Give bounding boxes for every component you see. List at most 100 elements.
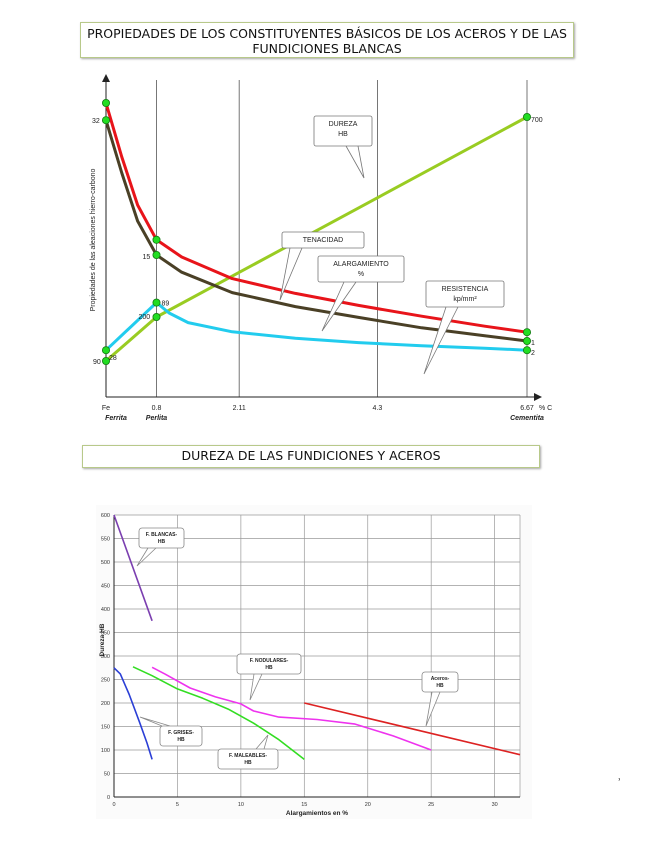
marker-dureza-0 bbox=[102, 356, 111, 365]
marker-resistencia-0 bbox=[102, 346, 111, 355]
y-tick-label-400: 400 bbox=[101, 607, 110, 613]
x-axis-unit: % C bbox=[539, 405, 552, 412]
marker-dureza-2 bbox=[523, 113, 532, 122]
callout-text-f-nodulares-hb-1: HB bbox=[265, 665, 273, 671]
callout-pointer-dureza bbox=[345, 145, 365, 179]
callout-box-f-nodulares-hb bbox=[236, 653, 302, 675]
y-tick-label-100: 100 bbox=[101, 748, 110, 754]
marker-alargamiento-2 bbox=[523, 336, 532, 345]
callout-text-resistencia-0: RESISTENCIA bbox=[442, 286, 489, 293]
x-tick-label2-0: 0 bbox=[112, 802, 115, 808]
callout-text-f-maleables-hb-1: HB bbox=[244, 760, 252, 766]
marker-tenacidad-0 bbox=[102, 99, 111, 108]
callout-text-dureza-1: HB bbox=[338, 131, 348, 138]
x-tick-label2-10: 10 bbox=[238, 802, 244, 808]
callout-pointer-alargamiento bbox=[321, 281, 357, 332]
marker-alargamiento-0 bbox=[102, 116, 111, 125]
x-axis-label-2: Alargamientos en % bbox=[286, 810, 348, 817]
callout-pointer-tenacidad bbox=[279, 247, 303, 301]
x-tick-label2-20: 20 bbox=[365, 802, 371, 808]
callout-text-tenacidad-0: TENACIDAD bbox=[303, 237, 343, 244]
point-label-resistencia-28: 28 bbox=[109, 355, 117, 362]
x-tick-label-0.8: 0.8 bbox=[152, 405, 162, 412]
callout-box-tenacidad bbox=[281, 231, 365, 249]
callout-box-alargamiento bbox=[317, 255, 405, 283]
chart-title-hardness: DUREZA DE LAS FUNDICIONES Y ACEROS bbox=[82, 445, 540, 468]
marker-resistencia-2 bbox=[523, 346, 532, 355]
point-label-dureza-90: 90 bbox=[93, 359, 101, 366]
callout-pointer-f-nodulares-hb bbox=[249, 673, 263, 701]
x-tick-label-Fe: Fe bbox=[102, 405, 110, 412]
callout-text-aceros-hb-0: Aceros- bbox=[431, 676, 450, 682]
callout-text-f-blancas-hb-0: F. BLANCAS- bbox=[146, 532, 178, 538]
y-tick-label-350: 350 bbox=[101, 631, 110, 637]
callout-text-f-grises-hb-1: HB bbox=[177, 737, 185, 743]
callout-text-dureza-0: DUREZA bbox=[329, 121, 358, 128]
series-line-f-maleables-hb bbox=[132, 666, 305, 761]
x-tick-label-6.67: 6.67 bbox=[520, 405, 534, 412]
callout-box-aceros-hb bbox=[421, 671, 459, 693]
x-tick-label2-5: 5 bbox=[176, 802, 179, 808]
series-line-f-blancas-hb bbox=[113, 514, 153, 622]
stray-mark: ˒ bbox=[617, 768, 622, 784]
marker-resistencia-1 bbox=[152, 298, 161, 307]
y-tick-label-250: 250 bbox=[101, 678, 110, 684]
chart-title-properties: PROPIEDADES DE LOS CONSTITUYENTES BÁSICO… bbox=[80, 22, 574, 58]
callout-pointer-f-blancas-hb bbox=[136, 547, 157, 567]
series-line-f-grises-hb bbox=[113, 667, 153, 760]
series-line-resistencia bbox=[104, 301, 528, 352]
callout-box-dureza bbox=[313, 115, 373, 147]
callout-text-alargamiento-1: % bbox=[358, 271, 364, 278]
point-label-dureza-700: 700 bbox=[531, 117, 543, 124]
y-axis-label-2: Dureza HB bbox=[99, 623, 106, 656]
phase-label-cementita: Cementita bbox=[510, 415, 544, 422]
callout-text-aceros-hb-1: HB bbox=[436, 683, 444, 689]
y-tick-label-150: 150 bbox=[101, 725, 110, 731]
callout-pointer-aceros-hb bbox=[425, 691, 441, 727]
y-tick-label-550: 550 bbox=[101, 537, 110, 543]
y-tick-label-600: 600 bbox=[101, 513, 110, 519]
x-tick-label-4.3: 4.3 bbox=[373, 405, 383, 412]
phase-label-perlita: Perlita bbox=[146, 415, 168, 422]
point-label-resistencia-2: 2 bbox=[531, 350, 535, 357]
marker-tenacidad-2 bbox=[523, 328, 532, 337]
x-tick-label-2.11: 2.11 bbox=[233, 405, 246, 412]
y-axis-label: Propiedades de las aleaciones hierro-car… bbox=[90, 168, 97, 311]
y-tick-label-50: 50 bbox=[104, 772, 110, 778]
callout-text-f-maleables-hb-0: F. MALEABLES- bbox=[229, 753, 267, 759]
callout-box-f-blancas-hb bbox=[138, 527, 185, 549]
marker-alargamiento-1 bbox=[152, 250, 161, 259]
x-tick-label2-30: 30 bbox=[492, 802, 498, 808]
point-label-alargamiento-15: 15 bbox=[142, 254, 150, 261]
y-tick-label-200: 200 bbox=[101, 701, 110, 707]
callout-box-resistencia bbox=[425, 280, 505, 308]
callout-text-f-grises-hb-0: F. GRISES- bbox=[168, 730, 194, 736]
point-label-dureza-200: 200 bbox=[138, 314, 150, 321]
series-line-f-nodulares-hb bbox=[151, 666, 432, 751]
marker-dureza-1 bbox=[152, 312, 161, 321]
callout-pointer-f-grises-hb bbox=[139, 716, 171, 727]
y-tick-label-0: 0 bbox=[107, 795, 110, 801]
callout-text-alargamiento-0: ALARGAMIENTO bbox=[333, 261, 389, 268]
callout-text-f-nodulares-hb-0: F. NODULARES- bbox=[250, 658, 289, 664]
series-line-aceros-hb bbox=[304, 702, 521, 756]
point-label-alargamiento-1: 1 bbox=[531, 340, 535, 347]
y-tick-label-500: 500 bbox=[101, 560, 110, 566]
callout-text-f-blancas-hb-1: HB bbox=[158, 539, 166, 545]
y-tick-label-450: 450 bbox=[101, 584, 110, 590]
callout-box-f-grises-hb bbox=[159, 725, 203, 747]
callout-pointer-resistencia bbox=[423, 306, 459, 375]
marker-tenacidad-1 bbox=[152, 235, 161, 244]
callout-text-resistencia-1: kp/mm² bbox=[453, 296, 477, 303]
x-tick-label2-15: 15 bbox=[301, 802, 307, 808]
point-label-resistencia-89: 89 bbox=[161, 301, 169, 308]
callout-box-f-maleables-hb bbox=[217, 748, 279, 770]
phase-label-ferrita: Ferrita bbox=[105, 415, 127, 422]
y-tick-label-300: 300 bbox=[101, 654, 110, 660]
point-label-alargamiento-32: 32 bbox=[92, 118, 100, 125]
x-tick-label2-25: 25 bbox=[428, 802, 434, 808]
callout-pointer-f-maleables-hb bbox=[255, 734, 269, 750]
y-axis-arrow-icon bbox=[102, 74, 110, 82]
x-axis-arrow-icon bbox=[534, 393, 542, 401]
